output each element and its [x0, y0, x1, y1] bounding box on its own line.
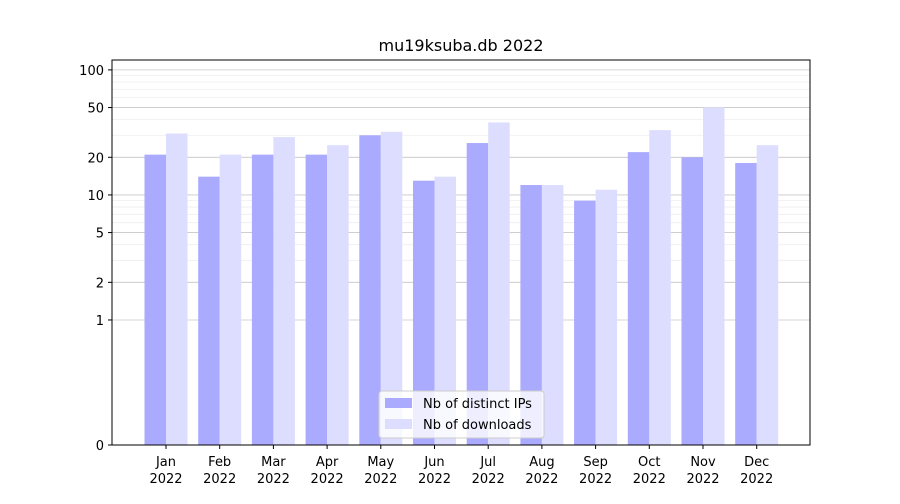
bar-downloads	[380, 131, 403, 445]
y-tick-label: 10	[87, 189, 104, 204]
y-tick-label: 50	[87, 102, 104, 117]
bar-ips	[144, 154, 166, 446]
x-tick-label-year: 2022	[525, 472, 558, 487]
bar-downloads	[488, 122, 510, 445]
bar-ips	[520, 185, 542, 445]
x-tick-label-year: 2022	[311, 472, 344, 487]
bar-ips	[305, 154, 328, 446]
x-axis: Jan 2022 Feb 2022 Mar 2022 Apr 2022 May 2022 Jun 20…	[149, 445, 773, 487]
y-tick-label: 5	[96, 227, 104, 242]
legend: Nb of distinct IPs Nb of downloads	[378, 390, 545, 439]
x-tick-label-month: Oct	[638, 455, 660, 470]
plot-frame	[111, 59, 811, 446]
x-tick-label-year: 2022	[579, 472, 612, 487]
legend-label-downloads: Nb of downloads	[423, 418, 532, 433]
x-tick-label-month: Jul	[479, 455, 496, 470]
y-tick-label: 1	[96, 314, 104, 329]
bar-downloads	[541, 185, 564, 445]
x-tick-label-year: 2022	[472, 472, 505, 487]
bar-downloads	[595, 189, 618, 445]
x-tick-label-month: May	[367, 455, 394, 470]
bar-downloads	[273, 137, 295, 445]
y-tick-label: 20	[87, 151, 104, 166]
x-tick-label-month: Jun	[423, 455, 444, 470]
legend-swatch-downloads	[385, 419, 412, 429]
x-tick-label-year: 2022	[257, 472, 290, 487]
bar-ips	[681, 157, 703, 445]
bar-ips	[574, 200, 596, 445]
x-tick-label-month: Jan	[155, 455, 176, 470]
x-tick-label-year: 2022	[418, 472, 451, 487]
chart-title: mu19ksuba.db 2022	[379, 36, 544, 55]
x-tick-label-year: 2022	[203, 472, 236, 487]
legend-label-ips: Nb of distinct IPs	[423, 397, 532, 412]
x-tick-label-year: 2022	[364, 472, 397, 487]
legend-swatch-ips	[385, 398, 412, 408]
y-axis: 0 1 2 5 10 20 50 100	[79, 64, 112, 454]
x-tick-label-month: Nov	[690, 455, 716, 470]
x-tick-label-month: Aug	[529, 455, 554, 470]
bar-ips	[627, 152, 650, 445]
x-tick-label-year: 2022	[686, 472, 719, 487]
bar-downloads	[166, 133, 188, 445]
y-tick-label: 2	[96, 276, 104, 291]
bar-downloads	[219, 154, 242, 446]
bar-ips	[466, 143, 489, 445]
x-tick-label-month: Apr	[316, 455, 339, 470]
x-tick-label-month: Dec	[744, 455, 769, 470]
bar-downloads	[649, 130, 671, 445]
x-tick-label-year: 2022	[740, 472, 773, 487]
bar-ips	[735, 163, 757, 445]
bar-downloads	[703, 107, 725, 446]
legend-box	[378, 390, 545, 439]
bar-ips	[251, 154, 274, 446]
bar-ips	[198, 176, 220, 445]
x-tick-label-year: 2022	[633, 472, 666, 487]
bar-ips	[413, 180, 435, 445]
y-tick-label: 100	[79, 64, 104, 79]
x-tick-label-month: Mar	[261, 455, 286, 470]
x-tick-label-month: Sep	[583, 455, 608, 470]
bars	[144, 107, 779, 446]
bar-downloads	[434, 176, 456, 445]
y-tick-label: 0	[96, 439, 104, 454]
bar-downloads	[756, 145, 779, 445]
x-tick-label-month: Feb	[208, 455, 231, 470]
bar-downloads	[327, 145, 349, 445]
bar-ips	[359, 135, 381, 445]
x-tick-label-year: 2022	[149, 472, 182, 487]
